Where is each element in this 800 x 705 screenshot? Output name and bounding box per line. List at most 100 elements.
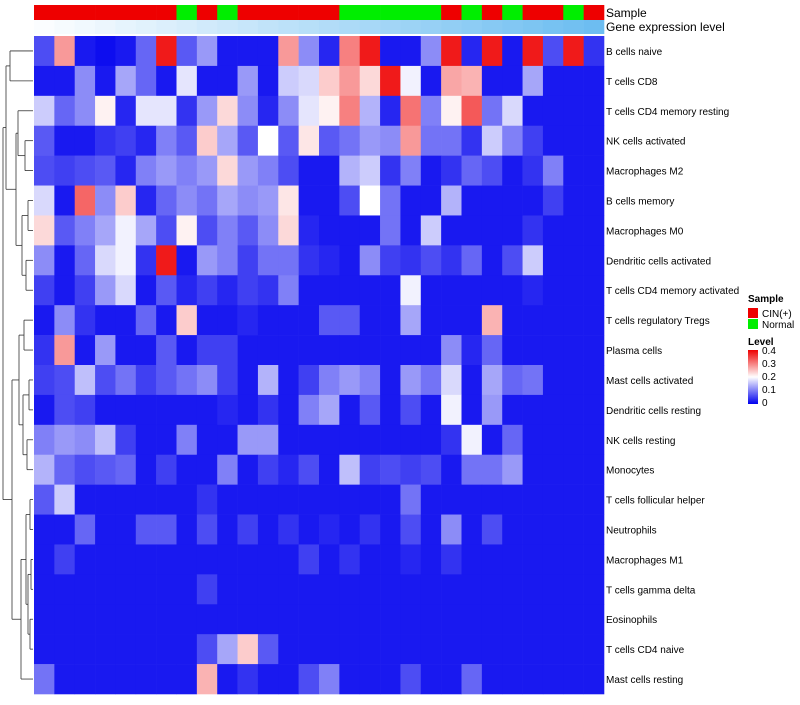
- heatmap-cell: [400, 155, 422, 186]
- heatmap-cell: [176, 215, 198, 246]
- row-label: B cells memory: [606, 197, 674, 208]
- heatmap-cell: [298, 544, 320, 575]
- row-label: Dendritic cells activated: [606, 256, 711, 267]
- sample-annotation-cell: [135, 5, 157, 20]
- heatmap-cell: [237, 484, 259, 515]
- heatmap-cell: [400, 514, 422, 545]
- heatmap-cell: [400, 305, 422, 336]
- heatmap-cell: [135, 424, 157, 456]
- heatmap-cell: [298, 424, 320, 456]
- heatmap-cell: [583, 664, 605, 695]
- heatmap-cell: [298, 394, 320, 426]
- heatmap-cell: [339, 275, 361, 306]
- heatmap-cell: [74, 185, 96, 216]
- heatmap-cell: [278, 664, 299, 695]
- heatmap-cell: [135, 275, 157, 306]
- sample-annotation-cell: [95, 5, 116, 20]
- heatmap-cell: [257, 664, 279, 695]
- heatmap-cell: [380, 664, 401, 695]
- heatmap-cell: [542, 394, 564, 426]
- heatmap-cell: [95, 305, 116, 336]
- row-label: T cells CD8: [606, 77, 658, 88]
- heatmap-cell: [461, 125, 483, 156]
- heatmap-cell: [319, 634, 340, 665]
- heatmap-cell: [461, 484, 483, 515]
- heatmap-cell: [176, 514, 198, 545]
- expression-annotation-cell: [237, 20, 259, 34]
- heatmap-cell: [400, 95, 422, 127]
- heatmap-cell: [542, 365, 564, 396]
- heatmap-cell: [257, 65, 279, 97]
- heatmap-cell: [542, 335, 564, 366]
- expression-annotation-cell: [400, 20, 422, 34]
- heatmap-cell: [461, 365, 483, 396]
- heatmap-cell: [380, 215, 401, 246]
- heatmap-cell: [95, 215, 116, 246]
- row-label: B cells naive: [606, 47, 663, 58]
- sample-annotation-cell: [319, 5, 340, 20]
- heatmap-cell: [298, 185, 320, 216]
- heatmap-cell: [156, 155, 177, 186]
- heatmap-cell: [74, 245, 96, 276]
- heatmap-cell: [461, 215, 483, 246]
- heatmap-cell: [420, 155, 442, 186]
- heatmap-cell: [461, 245, 483, 276]
- sample-annotation-cell: [481, 5, 503, 20]
- heatmap-cell: [217, 544, 238, 575]
- heatmap-cell: [298, 125, 320, 156]
- heatmap-cell: [237, 664, 259, 695]
- heatmap-cell: [583, 245, 605, 276]
- heatmap-cell: [278, 365, 299, 396]
- heatmap-cell: [257, 125, 279, 156]
- heatmap-cell: [34, 65, 55, 97]
- legend: Sample CIN(+) Normal Level 0.4 0.3 0.2 0…: [748, 294, 794, 409]
- heatmap-cell: [278, 95, 299, 127]
- heatmap-cell: [135, 65, 157, 97]
- heatmap-cell: [502, 365, 523, 396]
- legend-normal-label: Normal: [762, 320, 794, 331]
- heatmap-cell: [502, 305, 523, 336]
- heatmap-cell: [542, 155, 564, 186]
- heatmap-cell: [359, 634, 381, 665]
- heatmap-cell: [380, 95, 401, 127]
- expression-annotation-cell: [217, 20, 238, 34]
- heatmap-cell: [481, 245, 503, 276]
- heatmap-cell: [441, 95, 462, 127]
- heatmap-cell: [196, 275, 218, 306]
- sample-annotation-cell: [380, 5, 401, 20]
- heatmap-cell: [522, 604, 544, 635]
- heatmap-cell: [502, 36, 523, 67]
- heatmap-cell: [135, 95, 157, 127]
- heatmap-cell: [461, 65, 483, 97]
- heatmap-cell: [319, 125, 340, 156]
- heatmap-cell: [441, 634, 462, 665]
- heatmap-cell: [196, 574, 218, 605]
- heatmap-cell: [135, 664, 157, 695]
- heatmap-cell: [196, 245, 218, 276]
- heatmap-cell: [542, 664, 564, 695]
- heatmap-cell: [298, 155, 320, 186]
- heatmap-cell: [400, 335, 422, 366]
- heatmap-cell: [420, 604, 442, 635]
- heatmap-cell: [237, 275, 259, 306]
- heatmap-cell: [583, 155, 605, 186]
- sample-annotation-cell: [522, 5, 544, 20]
- heatmap-cell: [74, 514, 96, 545]
- heatmap-cell: [319, 454, 340, 485]
- heatmap-cell: [461, 574, 483, 605]
- heatmap-cell: [237, 634, 259, 665]
- heatmap-cell: [502, 514, 523, 545]
- heatmap-cell: [319, 484, 340, 515]
- heatmap-cell: [298, 275, 320, 306]
- heatmap-cell: [156, 634, 177, 665]
- heatmap-cell: [298, 365, 320, 396]
- heatmap-cell: [237, 394, 259, 426]
- heatmap-cell: [583, 454, 605, 485]
- expression-annotation-cell: [135, 20, 157, 34]
- heatmap-cell: [420, 484, 442, 515]
- heatmap-cell: [563, 185, 584, 216]
- heatmap-cell: [74, 664, 96, 695]
- heatmap-cell: [34, 664, 55, 695]
- heatmap-cell: [54, 574, 76, 605]
- heatmap-cell: [400, 574, 422, 605]
